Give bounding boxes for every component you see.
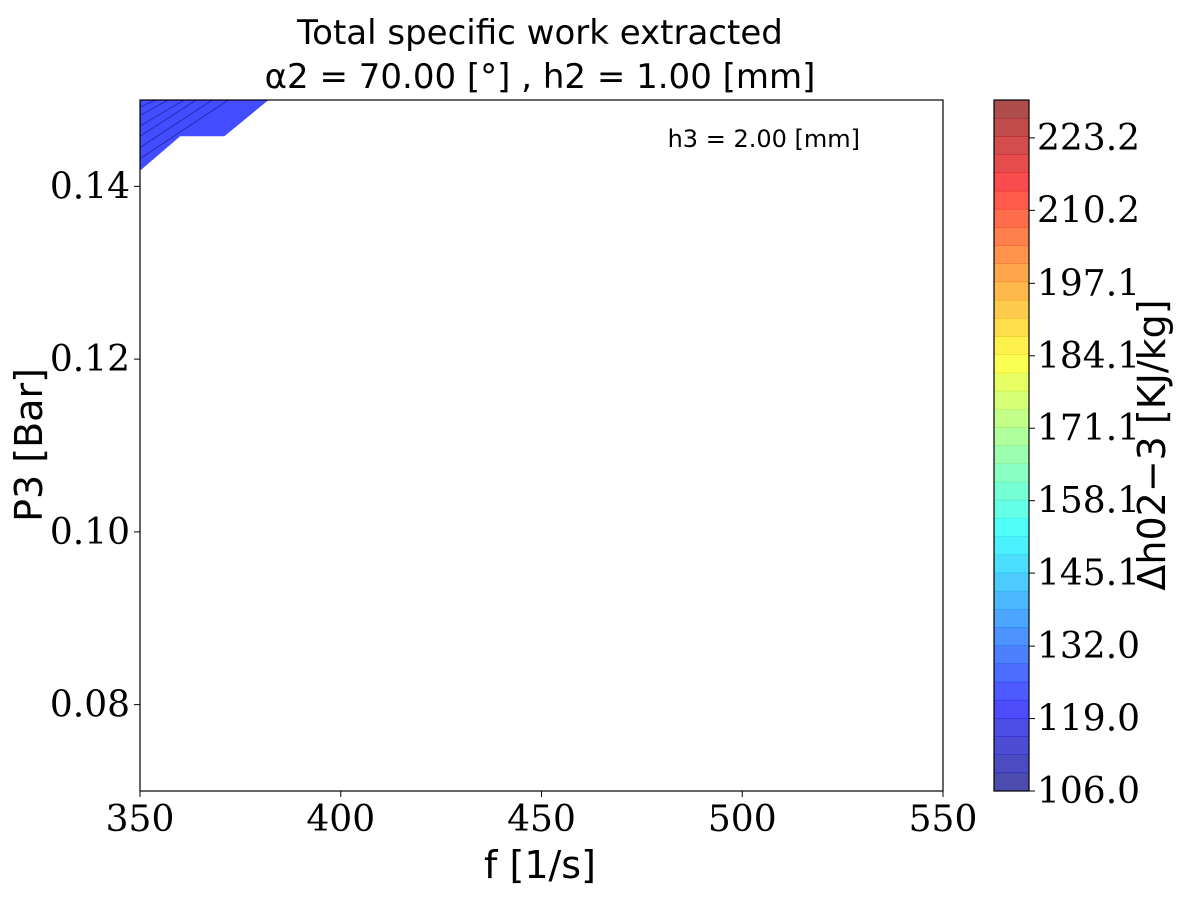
chart-title: Total specific work extracted (296, 13, 783, 53)
colorbar-segment (994, 190, 1029, 210)
colorbar-segment (994, 754, 1029, 774)
colorbar-tick-label: 184.1 (1037, 336, 1140, 377)
x-tick-label: 550 (909, 799, 978, 840)
plot-annotation: h3 = 2.00 [mm] (668, 125, 860, 153)
colorbar-tick-label: 106.0 (1037, 771, 1140, 812)
contour-region (140, 100, 269, 171)
colorbar-segment (994, 172, 1029, 192)
contour-line (140, 100, 197, 137)
colorbar-segment (994, 572, 1029, 592)
y-tick-label: 0.10 (50, 512, 130, 553)
colorbar-segment (994, 336, 1029, 355)
x-tick-label: 400 (306, 799, 375, 840)
colorbar-tick-label: 171.1 (1037, 408, 1140, 449)
y-tick-label: 0.12 (50, 339, 130, 380)
colorbar-segment (994, 590, 1029, 610)
y-axis-label: P3 [Bar] (7, 368, 51, 522)
colorbar-segment (994, 154, 1029, 174)
chart-subtitle: α2 = 70.00 [°] , h2 = 1.00 [mm] (265, 57, 816, 97)
colorbar-segment (994, 463, 1029, 483)
contour-line (140, 100, 169, 116)
colorbar-segment (994, 481, 1029, 501)
colorbar-segment (994, 609, 1029, 628)
colorbar-segment (994, 281, 1029, 301)
colorbar-segment (994, 390, 1029, 410)
contour-fill (140, 100, 269, 171)
colorbar-segment (994, 372, 1029, 392)
x-axis-label: f [1/s] (484, 843, 596, 887)
x-tick-label: 350 (106, 799, 175, 840)
colorbar-segment (994, 518, 1029, 537)
colorbar-segment (994, 772, 1029, 792)
colorbar-segment (994, 736, 1029, 755)
colorbar-segment (994, 700, 1029, 719)
contour-line (140, 100, 157, 108)
colorbar-segment (994, 536, 1029, 555)
colorbar-segment (994, 100, 1029, 119)
colorbar-frame (993, 99, 1030, 792)
colorbar-segment (994, 627, 1029, 646)
plot-area (140, 100, 943, 791)
contour-line (140, 100, 185, 127)
y-axis-ticks: 0.08 0.10 0.12 0.14 (50, 166, 140, 726)
y-tick-label: 0.14 (50, 166, 130, 207)
colorbar-tick-label: 197.1 (1037, 263, 1140, 304)
contour-line (140, 100, 213, 148)
colorbar-tick-label: 158.1 (1037, 481, 1140, 522)
colorbar-segment (994, 118, 1029, 137)
colorbar-segment (994, 245, 1029, 264)
colorbar-segment (994, 263, 1029, 283)
contour-line (140, 100, 229, 160)
colorbar-label: Δh02−3 [KJ/kg] (1130, 299, 1174, 590)
colorbar-tick-label: 132.0 (1037, 626, 1140, 667)
colorbar-ticks: 106.0 119.0 132.0 145.1 158.1 171.1 184.1 197.1… (1029, 118, 1140, 812)
colorbar-segment (994, 227, 1029, 246)
colorbar-segment (994, 136, 1029, 155)
colorbar-segment (994, 718, 1029, 737)
colorbar-segment (994, 445, 1029, 464)
colorbar-segment (994, 209, 1029, 228)
colorbar-segment (994, 409, 1029, 428)
colorbar-tick-label: 223.2 (1037, 118, 1140, 159)
colorbar-tick-label: 145.1 (1037, 553, 1140, 594)
x-tick-label: 500 (708, 799, 777, 840)
colorbar (994, 99, 1029, 792)
colorbar-segment (994, 645, 1029, 665)
colorbar-segment (994, 681, 1029, 701)
colorbar-segment (994, 500, 1029, 519)
colorbar-segment (994, 300, 1029, 319)
x-axis-ticks: 350 400 450 500 550 (106, 791, 978, 840)
y-tick-label: 0.08 (50, 685, 130, 726)
colorbar-segment (994, 354, 1029, 374)
colorbar-segment (994, 427, 1029, 446)
colorbar-segment (994, 318, 1029, 337)
colorbar-tick-label: 210.2 (1037, 190, 1140, 231)
colorbar-tick-label: 119.0 (1037, 699, 1140, 740)
colorbar-segment (994, 554, 1029, 574)
colorbar-segment (994, 663, 1029, 683)
x-tick-label: 450 (507, 799, 576, 840)
